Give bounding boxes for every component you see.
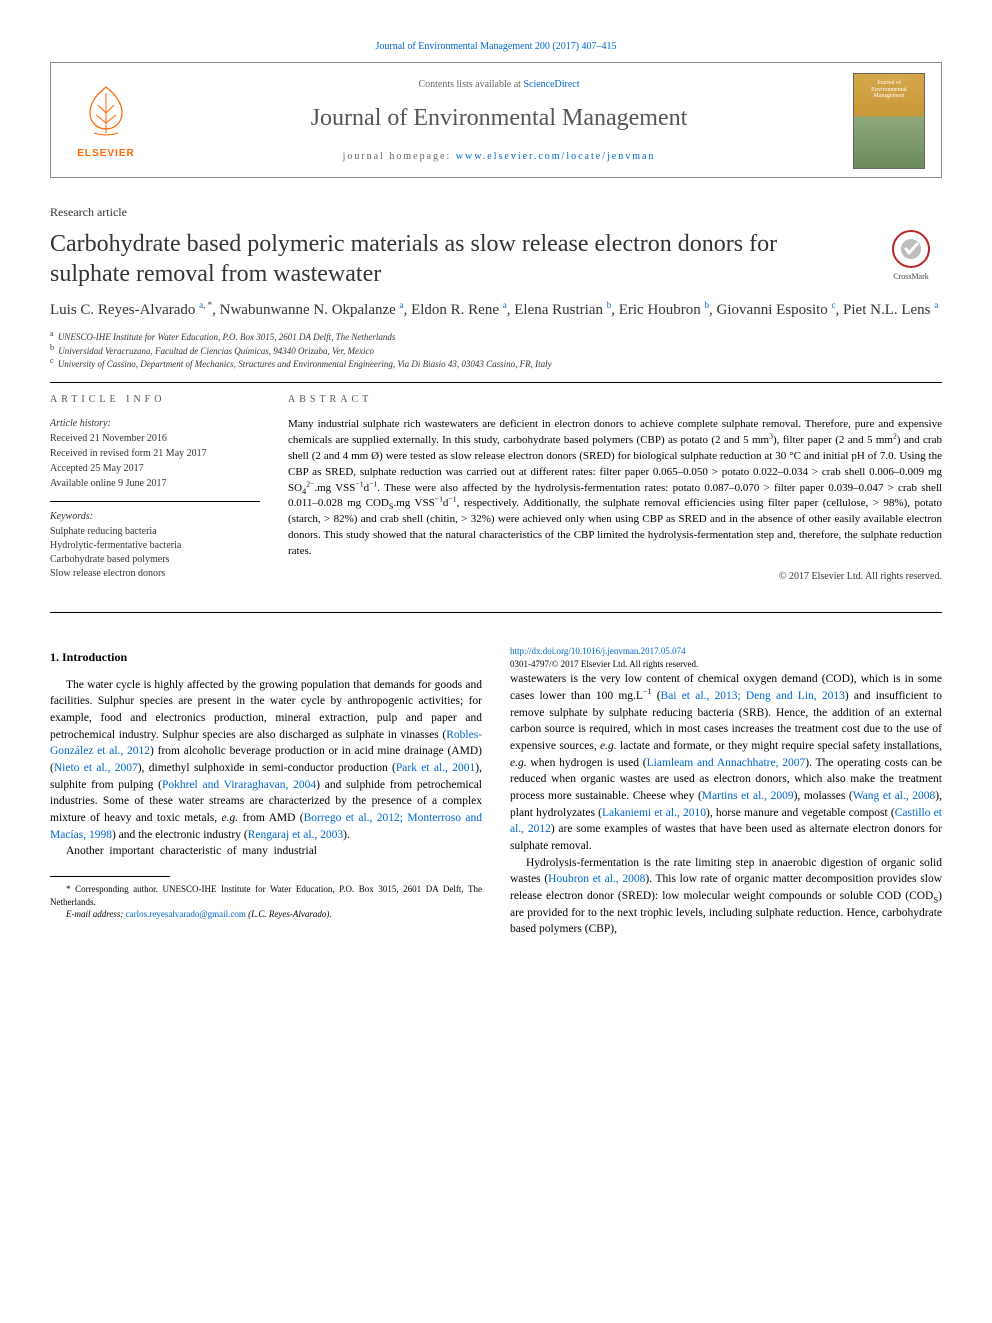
- keyword-3: Carbohydrate based polymers: [50, 553, 260, 567]
- article-type: Research article: [50, 204, 942, 221]
- authors-line: Luis C. Reyes-Alvarado a, *, Nwabunwanne…: [50, 299, 942, 322]
- elsevier-tree-icon: [76, 81, 136, 143]
- keyword-1: Sulphate reducing bacteria: [50, 525, 260, 539]
- article-info-heading: ARTICLE INFO: [50, 393, 260, 407]
- section-heading-introduction: 1. Introduction: [50, 649, 482, 666]
- abstract-column: ABSTRACT Many industrial sulphate rich w…: [288, 393, 942, 584]
- email-link[interactable]: carlos.reyesalvarado@gmail.com: [126, 909, 246, 919]
- crossmark-icon: [891, 229, 931, 269]
- crossmark-badge[interactable]: CrossMark: [880, 229, 942, 282]
- journal-header: ELSEVIER Contents lists available at Sci…: [50, 62, 942, 178]
- top-citation-link[interactable]: Journal of Environmental Management 200 …: [375, 41, 616, 52]
- paragraph-1: The water cycle is highly affected by th…: [50, 677, 482, 844]
- affiliations: a UNESCO-IHE Institute for Water Educati…: [50, 331, 942, 372]
- publisher-name: ELSEVIER: [77, 147, 134, 161]
- rule-below-abstract: [50, 612, 942, 613]
- corresponding-author-footnote: * Corresponding author. UNESCO-IHE Insti…: [50, 883, 482, 908]
- footnote-rule: [50, 876, 170, 877]
- paragraph-4: Hydrolysis-fermentation is the rate limi…: [510, 855, 942, 938]
- history-revised: Received in revised form 21 May 2017: [50, 447, 260, 461]
- journal-cover-thumbnail: Journal of Environmental Management: [853, 73, 925, 169]
- abstract-copyright: © 2017 Elsevier Ltd. All rights reserved…: [288, 570, 942, 584]
- doi-link[interactable]: http://dx.doi.org/10.1016/j.jenvman.2017…: [510, 646, 686, 656]
- article-title: Carbohydrate based polymeric materials a…: [50, 229, 830, 289]
- keyword-4: Slow release electron donors: [50, 567, 260, 581]
- keywords-label: Keywords:: [50, 510, 260, 524]
- journal-name: Journal of Environmental Management: [155, 102, 843, 136]
- doi-block: http://dx.doi.org/10.1016/j.jenvman.2017…: [510, 645, 942, 671]
- paragraph-3: wastewaters is the very low content of c…: [510, 671, 942, 854]
- body-two-columns: 1. Introduction The water cycle is highl…: [50, 645, 942, 938]
- contents-line: Contents lists available at ScienceDirec…: [155, 78, 843, 92]
- affiliation-b: b Universidad Veracruzana, Facultad de C…: [50, 345, 942, 359]
- issn-copyright: 0301-4797/© 2017 Elsevier Ltd. All right…: [510, 659, 698, 669]
- abstract-text: Many industrial sulphate rich wastewater…: [288, 417, 942, 560]
- keyword-2: Hydrolytic-fermentative bacteria: [50, 539, 260, 553]
- history-online: Available online 9 June 2017: [50, 477, 260, 491]
- history-received: Received 21 November 2016: [50, 432, 260, 446]
- publisher-logo: ELSEVIER: [67, 81, 145, 161]
- paragraph-2: Another important characteristic of many…: [50, 843, 482, 860]
- history-label: Article history:: [50, 417, 260, 431]
- top-citation: Journal of Environmental Management 200 …: [50, 40, 942, 54]
- journal-homepage-link[interactable]: www.elsevier.com/locate/jenvman: [456, 151, 656, 162]
- journal-homepage-line: journal homepage: www.elsevier.com/locat…: [155, 150, 843, 164]
- abstract-heading: ABSTRACT: [288, 393, 942, 407]
- rule-above-abstract: [50, 382, 942, 383]
- sciencedirect-link[interactable]: ScienceDirect: [523, 79, 579, 90]
- history-accepted: Accepted 25 May 2017: [50, 462, 260, 476]
- email-footnote: E-mail address: carlos.reyesalvarado@gma…: [50, 908, 482, 921]
- article-info-column: ARTICLE INFO Article history: Received 2…: [50, 393, 260, 584]
- affiliation-a: a UNESCO-IHE Institute for Water Educati…: [50, 331, 942, 345]
- affiliation-c: c University of Cassino, Department of M…: [50, 358, 942, 372]
